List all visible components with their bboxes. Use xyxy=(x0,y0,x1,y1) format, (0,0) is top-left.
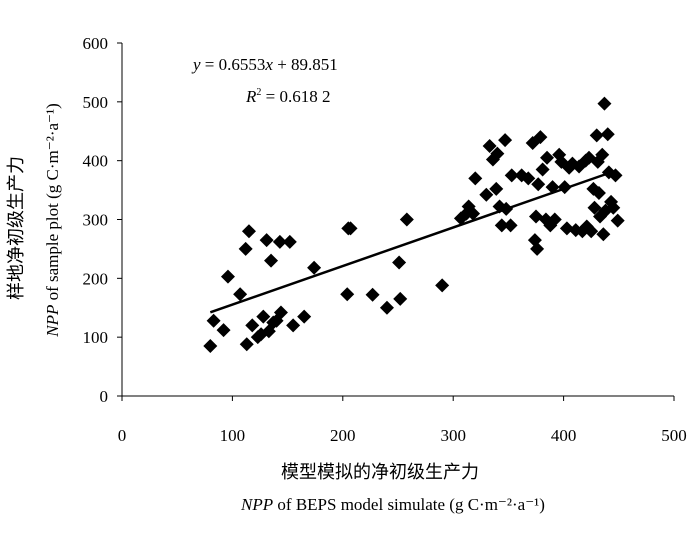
data-point xyxy=(596,227,611,242)
equation-y: y xyxy=(191,55,201,74)
x-axis-title-cn: 模型模拟的净初级生产力 xyxy=(281,462,479,482)
data-point xyxy=(540,150,555,165)
data-point xyxy=(503,218,518,233)
data-point xyxy=(557,180,572,195)
r2-value: = 0.618 2 xyxy=(261,87,330,106)
data-point xyxy=(365,287,380,302)
data-point xyxy=(482,138,497,153)
y-tick-label: 600 xyxy=(83,34,109,53)
x-tick-label: 100 xyxy=(220,426,246,445)
y-axis-title-rest: of sample plot (g C·m⁻²·a⁻¹) xyxy=(43,103,62,304)
data-point xyxy=(584,224,599,239)
y-axis-title-npp: NPP xyxy=(43,305,62,338)
data-point xyxy=(245,318,260,333)
data-point xyxy=(340,287,355,302)
y-tick-label: 400 xyxy=(83,152,109,171)
x-axis-title-en: NPP of BEPS model simulate (g C·m⁻²·a⁻¹) xyxy=(240,495,545,514)
data-point xyxy=(499,201,514,216)
data-point xyxy=(490,146,505,161)
data-point xyxy=(282,234,297,249)
data-point xyxy=(591,186,606,201)
data-point xyxy=(297,309,312,324)
data-point xyxy=(504,168,519,183)
x-tick-label: 0 xyxy=(118,426,127,445)
x-axis-title-npp: NPP xyxy=(240,495,273,514)
equation-x: x xyxy=(264,55,273,74)
data-point xyxy=(521,171,536,186)
data-point xyxy=(239,337,254,352)
data-point xyxy=(608,168,623,183)
data-point xyxy=(547,212,562,227)
data-point xyxy=(392,255,407,270)
y-tick-label: 100 xyxy=(83,328,109,347)
data-point xyxy=(479,187,494,202)
x-tick-label: 200 xyxy=(330,426,356,445)
data-point xyxy=(241,224,256,239)
y-tick-label: 200 xyxy=(83,269,109,288)
y-axis-ticks: 0 100 200 300 400 500 600 xyxy=(83,34,122,406)
data-point xyxy=(286,318,301,333)
data-point xyxy=(589,128,604,143)
data-point xyxy=(272,234,287,249)
data-point xyxy=(531,177,546,192)
equation-slope: = 0.6553 xyxy=(201,55,266,74)
data-point xyxy=(468,171,483,186)
regression-equation: y = 0.6553x + 89.851 xyxy=(191,55,338,74)
data-point xyxy=(530,241,545,256)
data-point xyxy=(206,313,221,328)
trendline xyxy=(209,172,609,314)
r2-superscript: 2 xyxy=(256,87,261,98)
data-point xyxy=(559,221,574,236)
data-point xyxy=(233,287,248,302)
data-point xyxy=(203,338,218,353)
data-point xyxy=(498,133,513,148)
y-tick-label: 300 xyxy=(83,211,109,230)
data-point xyxy=(610,213,625,228)
y-tick-label: 500 xyxy=(83,93,109,112)
y-axis-title-en: NPP of sample plot (g C·m⁻²·a⁻¹) xyxy=(43,103,62,338)
data-point xyxy=(220,269,235,284)
data-point xyxy=(595,147,610,162)
data-point xyxy=(606,200,621,215)
equation-intercept: + 89.851 xyxy=(273,55,338,74)
data-point xyxy=(489,181,504,196)
data-point xyxy=(259,233,274,248)
y-tick-label: 0 xyxy=(100,387,109,406)
data-point xyxy=(494,218,509,233)
x-tick-label: 400 xyxy=(551,426,577,445)
data-point xyxy=(238,241,253,256)
data-point xyxy=(393,291,408,306)
data-point xyxy=(273,305,288,320)
x-tick-label: 500 xyxy=(661,426,687,445)
x-tick-label: 300 xyxy=(440,426,466,445)
r-squared-label: R2 = 0.618 2 xyxy=(245,87,330,106)
data-point xyxy=(587,200,602,215)
data-point xyxy=(533,130,548,145)
data-point xyxy=(379,300,394,315)
x-axis-title-rest: of BEPS model simulate (g C·m⁻²·a⁻¹) xyxy=(273,495,545,514)
data-point xyxy=(256,309,271,324)
data-point xyxy=(216,323,231,338)
plot-area xyxy=(203,96,625,353)
data-point xyxy=(264,253,279,268)
data-point xyxy=(600,127,615,142)
data-point xyxy=(399,212,414,227)
data-point xyxy=(435,278,450,293)
r2-symbol: R xyxy=(245,87,257,106)
data-point xyxy=(307,260,322,275)
data-point xyxy=(545,180,560,195)
data-point xyxy=(466,206,481,221)
x-axis-ticks: 0 100 200 300 400 500 xyxy=(118,396,687,445)
data-point xyxy=(597,96,612,111)
data-point xyxy=(535,162,550,177)
y-axis-title-cn: 样地净初级生产力 xyxy=(6,156,26,300)
data-point xyxy=(343,221,358,236)
